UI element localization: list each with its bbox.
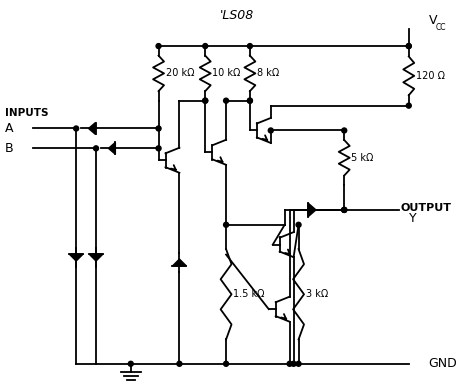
Text: 1.5 kΩ: 1.5 kΩ	[233, 289, 264, 299]
Text: INPUTS: INPUTS	[5, 108, 48, 118]
Text: V: V	[428, 14, 437, 27]
Circle shape	[156, 126, 161, 131]
Circle shape	[247, 98, 252, 103]
Circle shape	[342, 207, 346, 212]
Polygon shape	[89, 122, 96, 135]
Circle shape	[342, 128, 346, 133]
Circle shape	[406, 103, 411, 108]
Polygon shape	[173, 259, 186, 266]
Text: 8 kΩ: 8 kΩ	[257, 68, 279, 78]
Circle shape	[203, 98, 208, 103]
Text: 'LS08: 'LS08	[220, 9, 254, 22]
Circle shape	[156, 146, 161, 151]
Circle shape	[291, 361, 296, 366]
Circle shape	[128, 361, 133, 366]
Circle shape	[342, 207, 346, 212]
Circle shape	[203, 98, 208, 103]
Circle shape	[203, 43, 208, 48]
Circle shape	[287, 361, 292, 366]
Polygon shape	[69, 254, 83, 261]
Text: Y: Y	[409, 212, 416, 225]
Circle shape	[247, 98, 252, 103]
Circle shape	[296, 361, 301, 366]
Circle shape	[224, 98, 228, 103]
Circle shape	[93, 146, 99, 151]
Text: 10 kΩ: 10 kΩ	[212, 68, 240, 78]
Circle shape	[342, 207, 346, 212]
Circle shape	[73, 126, 79, 131]
Circle shape	[156, 43, 161, 48]
Text: A: A	[5, 122, 13, 135]
Text: OUTPUT: OUTPUT	[401, 203, 452, 213]
Circle shape	[177, 361, 182, 366]
Text: 3 kΩ: 3 kΩ	[306, 289, 328, 299]
Polygon shape	[308, 203, 316, 217]
Circle shape	[406, 43, 411, 48]
Circle shape	[406, 43, 411, 48]
Circle shape	[296, 222, 301, 227]
Circle shape	[224, 222, 228, 227]
Text: GND: GND	[428, 357, 457, 370]
Polygon shape	[89, 254, 103, 261]
Text: B: B	[5, 142, 13, 155]
Polygon shape	[109, 142, 115, 154]
Text: CC: CC	[436, 23, 446, 32]
Circle shape	[224, 361, 228, 366]
Circle shape	[247, 43, 252, 48]
Text: 20 kΩ: 20 kΩ	[165, 68, 194, 78]
Circle shape	[268, 128, 273, 133]
Text: 5 kΩ: 5 kΩ	[351, 153, 374, 163]
Text: 120 Ω: 120 Ω	[416, 71, 445, 81]
